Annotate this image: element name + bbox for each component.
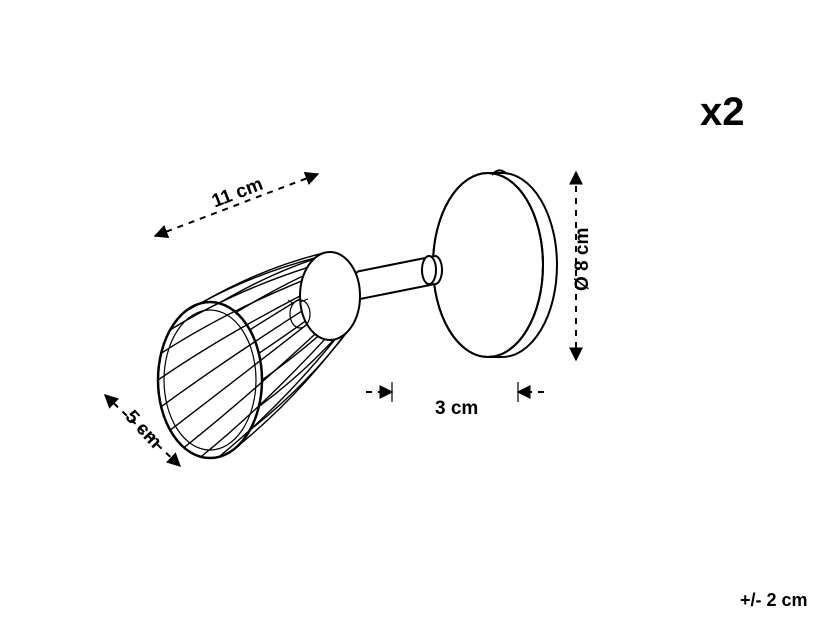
- quantity-badge: x2: [700, 90, 745, 135]
- dim-arm-gap: 3 cm: [435, 398, 478, 420]
- tolerance-note: +/- 2 cm: [740, 590, 808, 611]
- diagram-canvas: x2 +/- 2 cm 11 cm 5 cm 3 cm Ø 8 cm: [0, 0, 825, 619]
- dim-plate-diam: Ø 8 cm: [572, 228, 594, 291]
